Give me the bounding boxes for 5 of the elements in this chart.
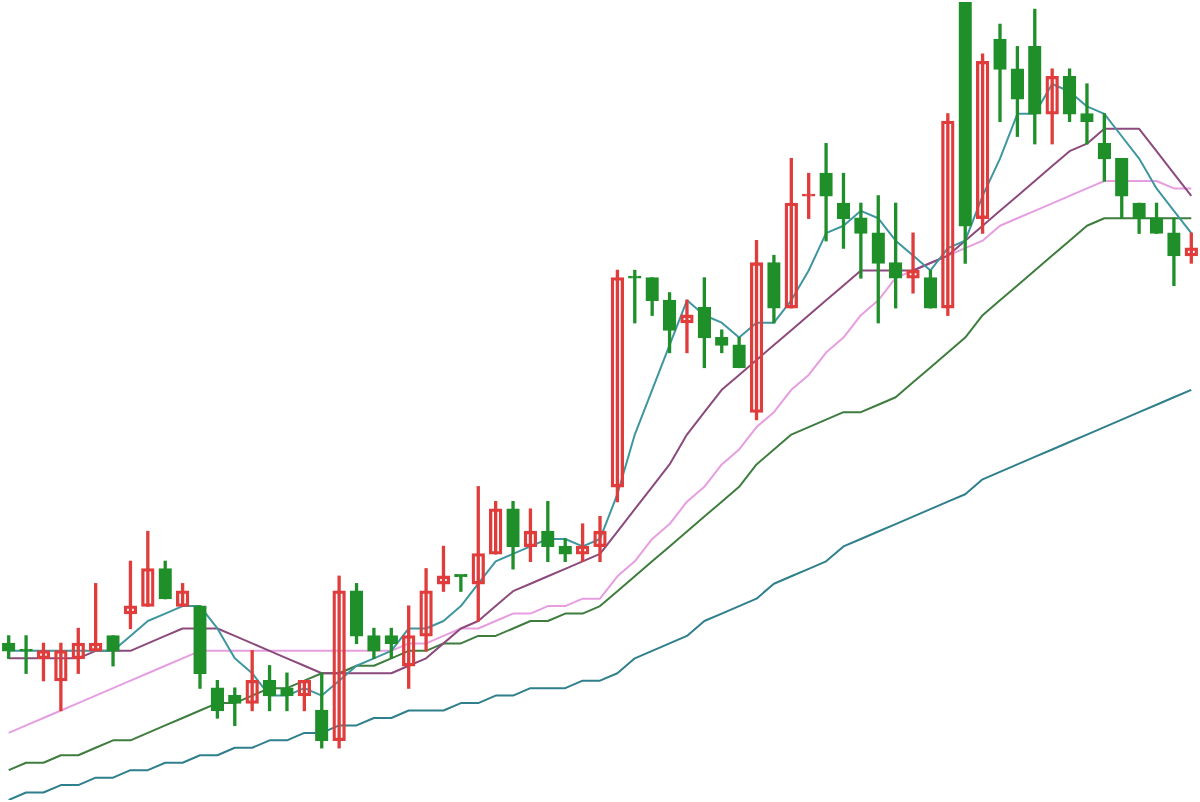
- candlestick: [854, 202, 868, 279]
- candlestick: [1080, 83, 1094, 145]
- candlestick: [19, 635, 33, 674]
- candlestick: [819, 143, 833, 242]
- candlestick: [280, 672, 294, 712]
